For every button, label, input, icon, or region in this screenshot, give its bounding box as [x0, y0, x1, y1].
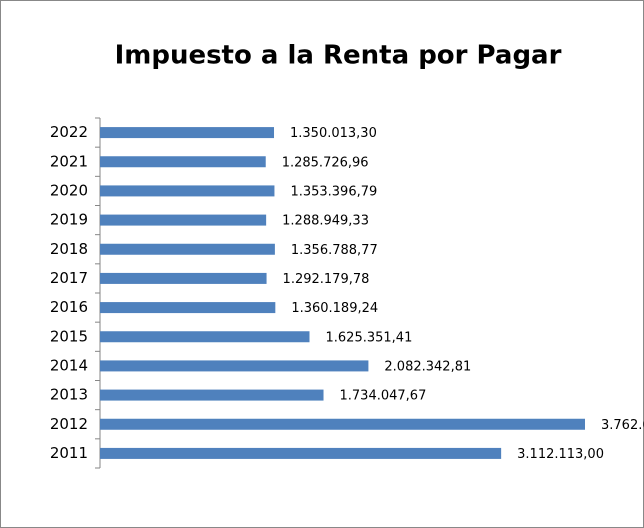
data-label: 1.285.726,96: [282, 155, 369, 170]
category-label: 2022: [50, 123, 88, 141]
category-label: 2013: [50, 386, 88, 404]
bar: [100, 447, 502, 459]
bar: [100, 185, 275, 197]
data-label: 1.350.013,30: [290, 126, 377, 141]
category-label: 2017: [50, 269, 88, 287]
data-label: 1.734.047,67: [340, 389, 427, 404]
bar: [100, 331, 310, 343]
data-label: 3.762.693,81: [601, 418, 644, 433]
data-label: 1.292.179,78: [283, 272, 370, 287]
data-label: 1.360.189,24: [291, 301, 378, 316]
bar: [100, 214, 267, 226]
bar: [100, 418, 585, 430]
data-label: 3.112.113,00: [517, 447, 604, 462]
category-label: 2014: [50, 356, 88, 374]
category-label: 2018: [50, 240, 88, 258]
bar: [100, 360, 369, 372]
data-label: 1.353.396,79: [290, 184, 377, 199]
chart-title: Impuesto a la Renta por Pagar: [115, 41, 562, 71]
bar: [100, 389, 324, 401]
category-label: 2021: [50, 152, 88, 170]
bar: [100, 302, 276, 314]
bar: [100, 156, 266, 168]
bar: [100, 272, 267, 284]
category-label: 2015: [50, 327, 88, 345]
category-label: 2012: [50, 415, 88, 433]
data-label: 1.356.788,77: [291, 243, 378, 258]
category-label: 2011: [50, 444, 88, 462]
bar: [100, 127, 275, 139]
data-label: 1.288.949,33: [282, 214, 369, 229]
data-label: 2.082.342,81: [384, 359, 471, 374]
category-label: 2016: [50, 298, 88, 316]
category-label: 2019: [50, 211, 88, 229]
data-label: 1.625.351,41: [326, 330, 413, 345]
category-label: 2020: [50, 181, 88, 199]
bar: [100, 243, 275, 255]
